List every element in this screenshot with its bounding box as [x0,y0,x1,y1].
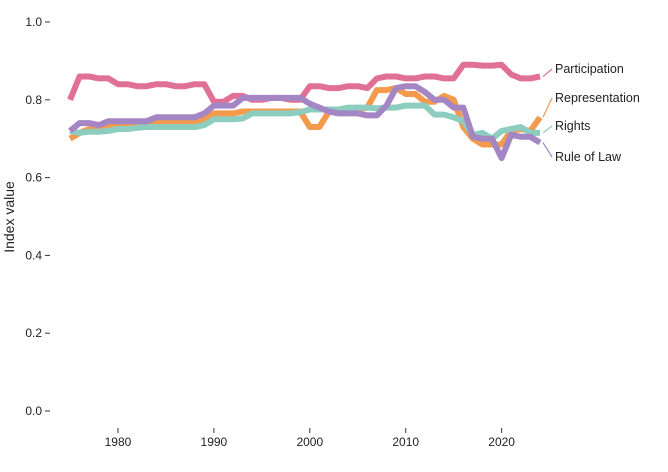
series-leader-line [542,125,553,134]
x-tick-label: 2010 [392,435,419,449]
series-leader-line [542,142,553,158]
series-label-layer: Participation Representation Rights Rule of… [542,62,640,164]
y-tick-label: 0.2 [25,326,42,340]
series-label-rule-of-law: Rule of Law [555,150,622,164]
y-tick-label: 0.0 [25,404,42,418]
x-tick-label: 2000 [296,435,323,449]
x-axis: 1980 1990 2000 2010 2020 [105,428,515,449]
y-tick-label: 1.0 [25,15,42,29]
y-axis-title: Index value [1,181,17,253]
series-line-participation [67,61,541,105]
series-line-rights [69,102,540,142]
series-label-representation: Representation [555,91,640,105]
y-axis: 0.0 0.2 0.4 0.6 0.8 1.0 [25,15,50,418]
series-label-participation: Participation [555,62,624,76]
series-label-rights: Rights [555,119,590,133]
x-tick-label: 1990 [201,435,228,449]
series-leader-line [542,97,553,118]
series-line-rule-of-law [68,83,542,162]
x-tick-label: 1980 [105,435,132,449]
y-tick-label: 0.8 [25,93,42,107]
x-tick-label: 2020 [488,435,515,449]
y-tick-label: 0.6 [25,171,42,185]
series-layer [67,61,543,162]
y-tick-label: 0.4 [25,248,42,262]
series-leader-line [542,68,553,77]
